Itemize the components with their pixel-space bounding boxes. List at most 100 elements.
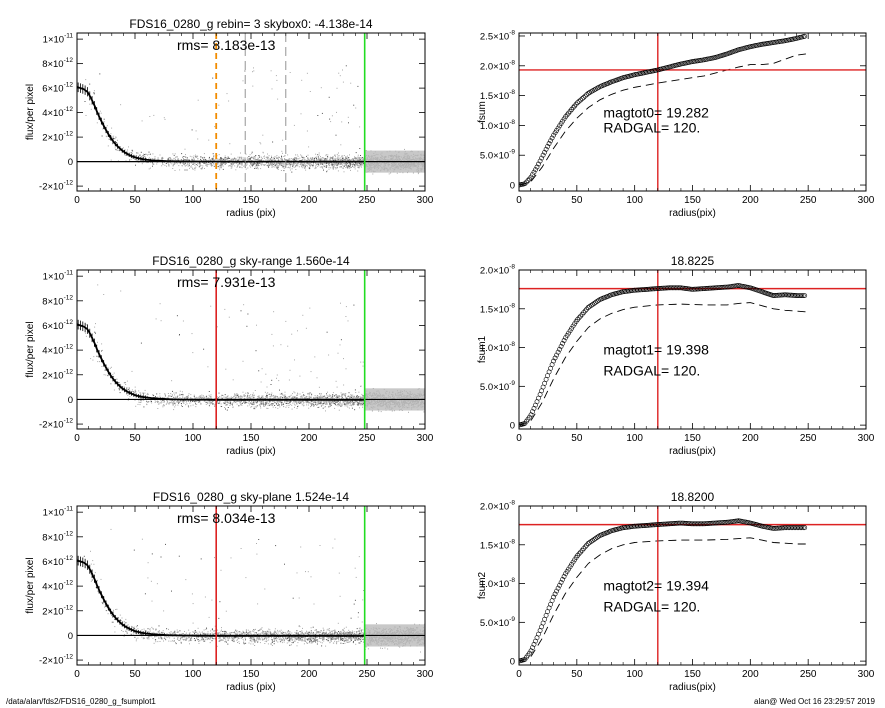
pixel-point: [200, 158, 201, 160]
pixel-point: [255, 164, 257, 166]
pixel-point: [323, 398, 325, 400]
pixel-point: [310, 405, 312, 407]
pixel-point: [278, 156, 280, 158]
pixel-point: [124, 386, 125, 388]
curve-point: [802, 33, 808, 39]
pixel-point: [325, 162, 327, 164]
pixel-point: [357, 162, 359, 164]
pixel-point: [308, 159, 310, 161]
pixel-point: [358, 167, 360, 169]
pixel-point: [193, 394, 195, 396]
pixel-point: [152, 158, 154, 160]
pixel-point: [230, 167, 232, 169]
pixel-point: [321, 163, 323, 165]
pixel-point: [315, 163, 317, 165]
pixel-point: [325, 155, 327, 157]
pixel-point: [182, 402, 184, 403]
pixel-point: [352, 158, 354, 160]
pixel-point: [265, 403, 267, 405]
pixel-point: [196, 155, 198, 157]
pixel-point: [141, 157, 143, 159]
pixel-point: [283, 156, 285, 157]
pixel-point: [295, 160, 297, 162]
pixel-point: [218, 158, 220, 160]
pixel-point: [354, 401, 356, 403]
pixel-point: [261, 368, 263, 370]
pixel-point: [295, 164, 297, 166]
pixel-point: [351, 397, 352, 398]
pixel-point: [246, 402, 248, 403]
pixel-point: [362, 404, 364, 406]
pixel-point: [92, 359, 94, 361]
pixel-point: [282, 139, 284, 141]
fsum-1-x-axis-label: radius(pix): [669, 208, 716, 219]
pixel-point: [359, 165, 361, 167]
pixel-point: [225, 158, 227, 160]
pixel-point: [162, 156, 163, 158]
pixel-point: [326, 394, 328, 396]
pixel-point: [318, 165, 320, 167]
pixel-point: [107, 375, 109, 377]
pixel-point: [203, 397, 205, 399]
pixel-point: [125, 160, 127, 162]
pixel-point: [329, 404, 331, 405]
pixel-point: [351, 163, 353, 165]
pixel-point: [193, 162, 195, 164]
pixel-point: [136, 152, 138, 154]
pixel-point: [294, 406, 295, 408]
pixel-point: [243, 397, 245, 399]
pixel-point: [116, 143, 118, 145]
pixel-point: [276, 157, 278, 159]
pixel-point: [347, 155, 348, 157]
pixel-point: [220, 158, 222, 160]
pixel-point: [345, 368, 347, 370]
pixel-point: [226, 400, 228, 402]
pixel-point: [305, 396, 307, 398]
pixel-point: [194, 163, 196, 164]
pixel-point: [262, 401, 264, 403]
pixel-point: [188, 406, 190, 408]
pixel-point: [362, 164, 364, 166]
pixel-point: [226, 93, 228, 95]
pixel-point: [126, 380, 128, 382]
pixel-point: [93, 356, 95, 358]
pixel-point: [357, 402, 359, 404]
pixel-point: [236, 158, 238, 160]
pixel-point: [192, 352, 194, 354]
pixel-point: [274, 163, 276, 165]
pixel-point: [361, 404, 362, 406]
pixel-point: [160, 320, 162, 322]
pixel-point: [152, 163, 154, 165]
pixel-point: [311, 157, 313, 159]
pixel-point: [266, 395, 268, 396]
pixel-point: [288, 403, 290, 405]
pixel-point: [252, 400, 254, 402]
pixel-point: [209, 163, 211, 165]
pixel-point: [267, 159, 269, 161]
pixel-point: [357, 163, 358, 165]
pixel-point: [176, 159, 178, 161]
pixel-point: [303, 394, 305, 396]
pixel-point: [331, 395, 333, 397]
pixel-point: [285, 401, 287, 403]
pixel-point: [344, 393, 345, 395]
pixel-point: [292, 159, 294, 160]
pixel-point: [355, 152, 357, 154]
pixel-point: [277, 166, 279, 168]
curve-point: [575, 100, 580, 105]
pixel-point: [193, 157, 195, 158]
pixel-point: [161, 158, 163, 160]
pixel-point: [287, 345, 289, 347]
pixel-point: [327, 154, 329, 156]
pixel-point: [317, 164, 319, 166]
pixel-point: [219, 159, 220, 160]
pixel-point: [336, 157, 338, 159]
curve-point: [578, 97, 584, 103]
pixel-point: [221, 394, 223, 396]
pixel-point: [200, 403, 202, 405]
pixel-point: [313, 405, 314, 407]
pixel-point: [348, 158, 350, 160]
pixel-point: [196, 156, 198, 158]
pixel-point: [347, 167, 349, 169]
pixel-point: [234, 165, 236, 167]
